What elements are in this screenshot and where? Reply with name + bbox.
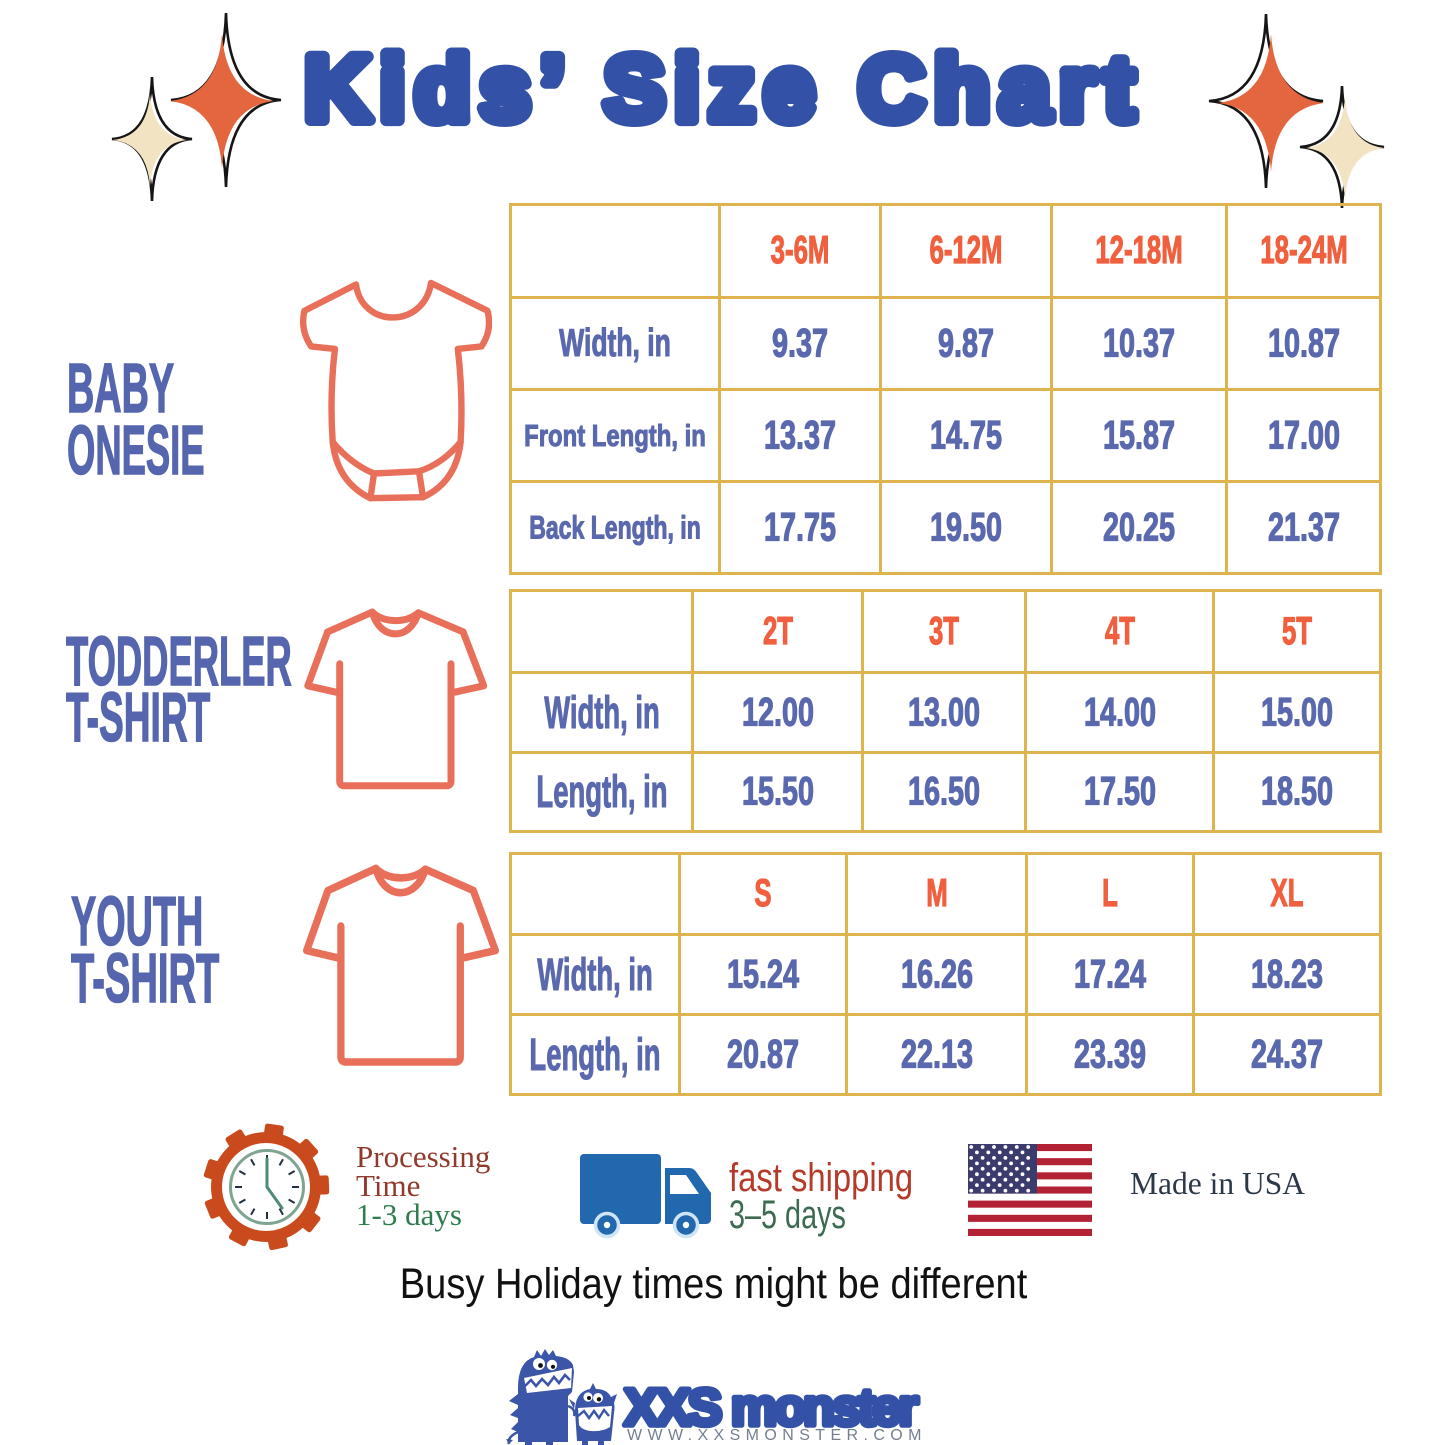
svg-text:XXS monster: XXS monster [624,1379,918,1437]
svg-text:Kids’ Size Chart: Kids’ Size Chart [304,38,1143,140]
